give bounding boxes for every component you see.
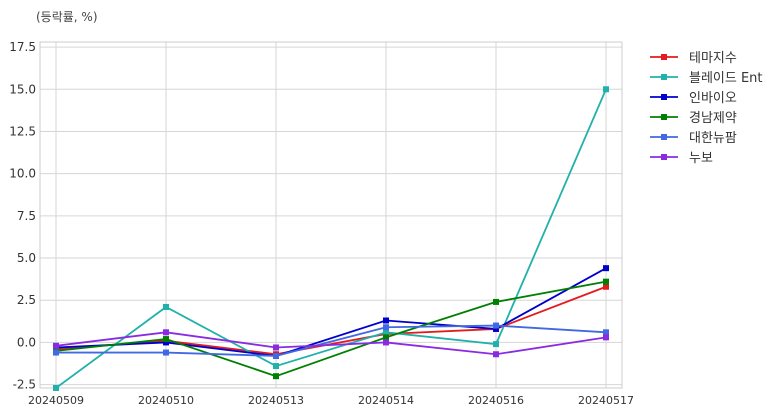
- legend-item: 블레이드 Ent: [650, 71, 763, 86]
- data-point: [163, 329, 169, 336]
- data-point: [273, 373, 279, 380]
- data-point: [383, 339, 389, 346]
- data-point: [603, 265, 609, 272]
- legend-swatch-marker: [661, 134, 667, 140]
- data-point: [493, 322, 499, 329]
- data-point: [383, 324, 389, 331]
- data-point: [493, 298, 499, 305]
- legend-label: 대한뉴팜: [689, 131, 737, 146]
- data-point: [383, 334, 389, 341]
- series-line: [56, 324, 607, 357]
- x-tick-label: 20240516: [468, 394, 524, 407]
- legend-item: 테마지수: [650, 51, 737, 66]
- legend-item: 대한뉴팜: [650, 131, 737, 146]
- legend-swatch-marker: [661, 94, 667, 100]
- data-point: [383, 317, 389, 324]
- y-tick-label: 7.5: [17, 209, 36, 223]
- data-point: [603, 86, 609, 93]
- y-tick-label: 12.5: [9, 124, 36, 138]
- legend-item: 인바이오: [650, 91, 737, 106]
- x-tick-label: 20240514: [358, 394, 414, 407]
- series-line: [55, 267, 607, 357]
- legend-label: 블레이드 Ent: [689, 71, 763, 86]
- y-tick-label: 10.0: [9, 167, 36, 181]
- x-tick-label: 20240513: [248, 394, 304, 407]
- data-point: [163, 303, 169, 310]
- data-point: [603, 329, 609, 336]
- legend-label: 테마지수: [689, 51, 737, 66]
- data-point: [603, 278, 609, 285]
- data-point: [53, 342, 59, 349]
- data-point: [493, 341, 499, 348]
- legend-label: 인바이오: [689, 91, 737, 106]
- data-point: [493, 325, 499, 332]
- data-point: [273, 363, 279, 370]
- legend-swatch-marker: [661, 74, 667, 80]
- legend-label: 경남제약: [689, 111, 737, 126]
- data-point: [53, 349, 59, 356]
- series-line: [55, 280, 607, 378]
- x-tick-label: 20240509: [28, 394, 84, 407]
- series-5: [53, 322, 609, 359]
- y-tick-label: -2.5: [13, 378, 36, 392]
- y-tick-label: 5.0: [17, 251, 36, 265]
- legend-item: 누보: [650, 151, 713, 166]
- series-2: [53, 86, 609, 391]
- x-tick-label: 20240510: [138, 394, 194, 407]
- legend-swatch-marker: [661, 114, 667, 120]
- legend-swatch-marker: [661, 154, 667, 160]
- legend-label: 누보: [689, 151, 713, 166]
- data-point: [603, 283, 609, 290]
- data-point: [163, 339, 169, 346]
- y-tick-label: 0.0: [17, 335, 36, 349]
- unit-note: (등락률, %): [36, 10, 98, 24]
- plot-frame: [39, 41, 623, 389]
- series-line: [55, 331, 607, 356]
- y-tick-label: 17.5: [9, 40, 36, 54]
- data-point: [53, 385, 59, 391]
- series-1: [53, 283, 609, 358]
- data-point: [383, 329, 389, 336]
- data-point: [273, 352, 279, 359]
- data-point: [163, 349, 169, 356]
- legend-item: 경남제약: [650, 111, 737, 126]
- y-tick-label: 2.5: [17, 293, 36, 307]
- data-point: [603, 334, 609, 341]
- series-6: [53, 329, 609, 358]
- series-line: [55, 88, 607, 389]
- data-point: [493, 351, 499, 358]
- x-tick-label: 20240517: [578, 394, 634, 407]
- data-point: [163, 336, 169, 343]
- y-tick-label: 15.0: [9, 82, 36, 96]
- data-point: [273, 344, 279, 351]
- legend-swatch-marker: [661, 54, 667, 60]
